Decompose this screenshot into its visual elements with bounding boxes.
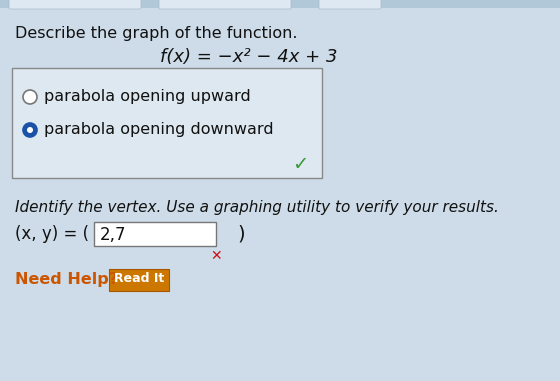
Text: parabola opening upward: parabola opening upward <box>44 89 251 104</box>
Text: Describe the graph of the function.: Describe the graph of the function. <box>15 26 297 41</box>
Text: 2,7: 2,7 <box>100 226 127 244</box>
Text: Read It: Read It <box>114 272 164 285</box>
FancyBboxPatch shape <box>12 68 322 178</box>
FancyBboxPatch shape <box>109 269 169 291</box>
Circle shape <box>27 127 33 133</box>
Circle shape <box>23 90 37 104</box>
Text: (x, y) = (: (x, y) = ( <box>15 225 89 243</box>
Text: ): ) <box>237 225 245 244</box>
FancyBboxPatch shape <box>94 222 216 246</box>
Circle shape <box>23 123 37 137</box>
FancyBboxPatch shape <box>0 0 560 8</box>
Text: Identify the vertex. Use a graphing utility to verify your results.: Identify the vertex. Use a graphing util… <box>15 200 499 215</box>
FancyBboxPatch shape <box>9 0 141 9</box>
Text: parabola opening downward: parabola opening downward <box>44 122 274 137</box>
Text: ✕: ✕ <box>210 249 222 263</box>
FancyBboxPatch shape <box>319 0 381 9</box>
FancyBboxPatch shape <box>159 0 291 9</box>
Text: ✓: ✓ <box>292 155 308 174</box>
Text: f(x) = −x² − 4x + 3: f(x) = −x² − 4x + 3 <box>160 48 338 66</box>
Text: Need Help?: Need Help? <box>15 272 118 287</box>
